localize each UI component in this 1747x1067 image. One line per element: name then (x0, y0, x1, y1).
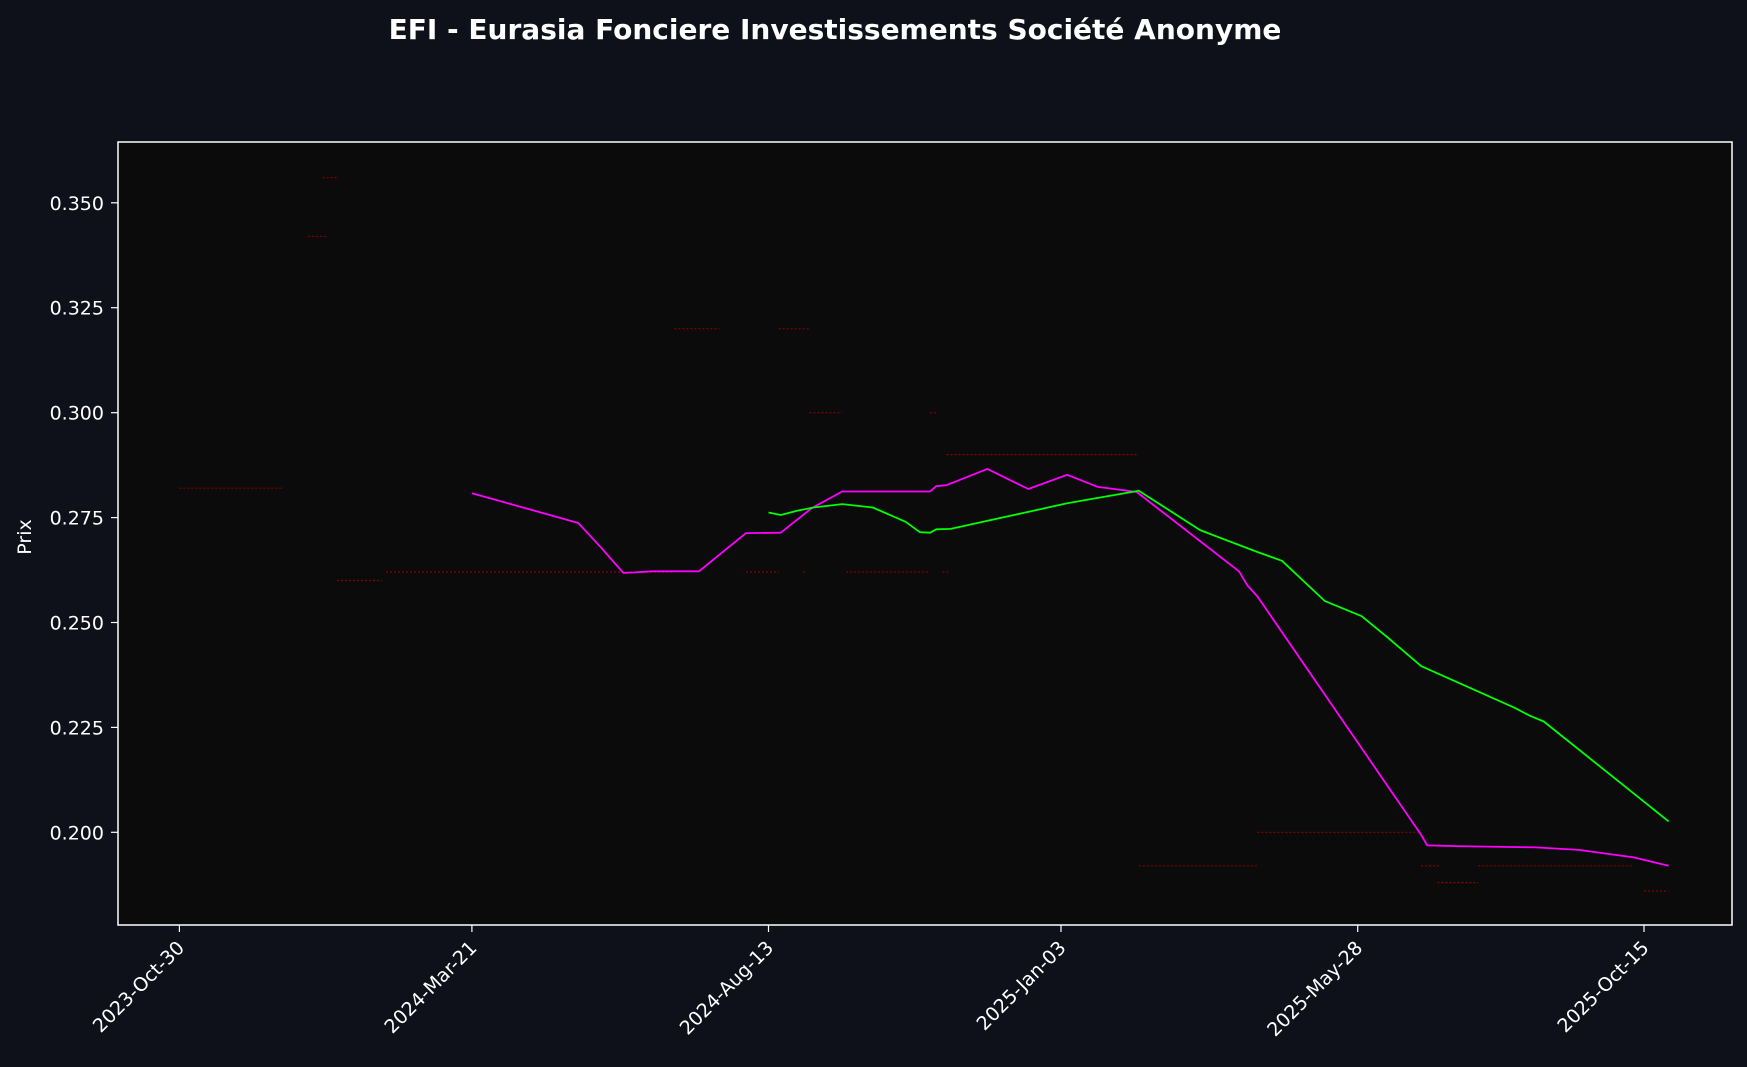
y-axis-label: Prix (14, 519, 36, 554)
y-tick-label: 0.350 (50, 193, 104, 215)
y-tick-label: 0.325 (50, 298, 104, 320)
y-tick-label: 0.200 (50, 822, 104, 844)
y-axis: 0.200 0.225 0.250 0.275 0.300 0.325 0.350 (50, 193, 118, 844)
y-tick-label: 0.300 (50, 403, 104, 425)
moving-average-lines (471, 467, 1670, 867)
y-tick-label: 0.225 (50, 717, 104, 739)
green-series-line (768, 489, 1670, 823)
magenta-series-line (471, 467, 1669, 867)
y-tick-label: 0.250 (50, 613, 104, 635)
plot-frame (117, 141, 1733, 926)
y-tick-label: 0.275 (50, 508, 104, 530)
plot-area (118, 142, 1732, 925)
chart-title: EFI - Eurasia Fonciere Investissements S… (389, 13, 1282, 46)
